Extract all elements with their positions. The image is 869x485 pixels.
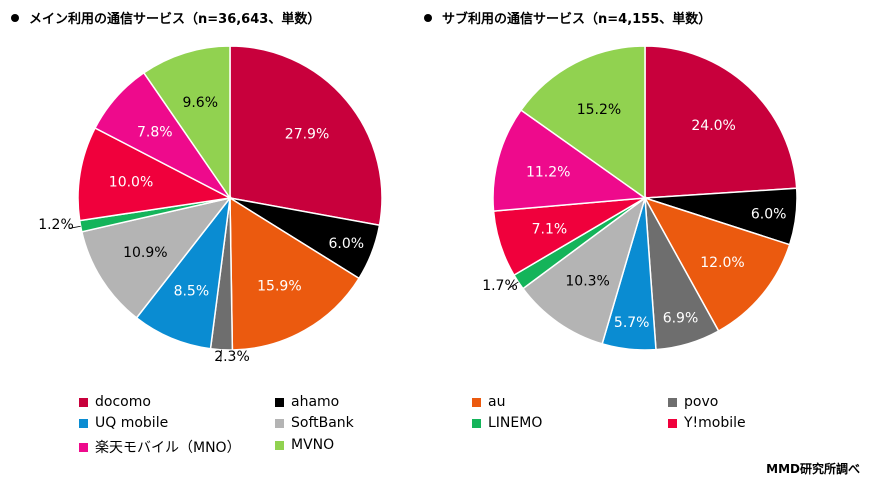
pie-0-slice-softbank bbox=[80, 196, 232, 319]
pie-0-label-povo: 2.3% bbox=[214, 349, 250, 365]
pie-1-label-docomo: 24.0% bbox=[691, 118, 735, 134]
bullet-icon bbox=[424, 14, 432, 22]
bullet-icon bbox=[11, 14, 19, 22]
pie-1-label-uq: 5.7% bbox=[614, 315, 650, 331]
pie-0-label-mvno: 9.6% bbox=[182, 95, 218, 111]
pie-0-slice-mvno bbox=[142, 45, 231, 201]
pie-0-slice-docomo bbox=[229, 45, 383, 227]
chart-title-main: メイン利用の通信サービス（n=36,643、単数） bbox=[11, 8, 320, 27]
pie-0-label-linemo: 1.2% bbox=[38, 217, 74, 233]
pie-0-label-au: 15.9% bbox=[257, 278, 301, 294]
pie-1-slice-au bbox=[643, 196, 791, 333]
pie-1-label-ymobile: 7.1% bbox=[532, 222, 568, 238]
pie-0-label-ahamo: 6.0% bbox=[328, 236, 364, 252]
source-credit: MMD研究所調べ bbox=[766, 462, 860, 476]
pie-0-leader-linemo bbox=[68, 225, 81, 229]
pie-1-label-povo: 6.9% bbox=[663, 310, 699, 326]
pie-1-slice-docomo bbox=[644, 45, 798, 199]
chart-title-sub-text: サブ利用の通信サービス（n=4,155、単数） bbox=[442, 12, 712, 27]
pie-0-label-uq: 8.5% bbox=[174, 284, 210, 300]
pie-1-label-rakuten: 11.2% bbox=[526, 165, 570, 181]
pie-0-label-softbank: 10.9% bbox=[123, 245, 167, 261]
pie-0-label-rakuten: 7.8% bbox=[137, 125, 173, 141]
pie-1-leader-linemo bbox=[508, 281, 519, 289]
pie-1-label-mvno: 15.2% bbox=[577, 102, 621, 118]
pie-0-label-docomo: 27.9% bbox=[285, 127, 329, 143]
pie-0-slice-au bbox=[229, 196, 361, 351]
pie-1-slice-softbank bbox=[521, 196, 647, 345]
pie-1-label-ahamo: 6.0% bbox=[751, 206, 787, 222]
chart-title-sub: サブ利用の通信サービス（n=4,155、単数） bbox=[424, 8, 711, 27]
pie-0-slice-ymobile bbox=[77, 126, 233, 222]
pie-1-label-linemo: 1.7% bbox=[482, 278, 518, 294]
chart-title-main-text: メイン利用の通信サービス（n=36,643、単数） bbox=[29, 12, 321, 27]
pie-1-slice-mvno bbox=[519, 45, 646, 200]
pie-0-label-ymobile: 10.0% bbox=[109, 175, 153, 191]
pie-1-label-au: 12.0% bbox=[700, 255, 744, 271]
pie-1-slice-rakuten bbox=[492, 109, 648, 212]
pie-0-leader-povo bbox=[220, 349, 222, 362]
pie-1-label-softbank: 10.3% bbox=[565, 273, 609, 289]
